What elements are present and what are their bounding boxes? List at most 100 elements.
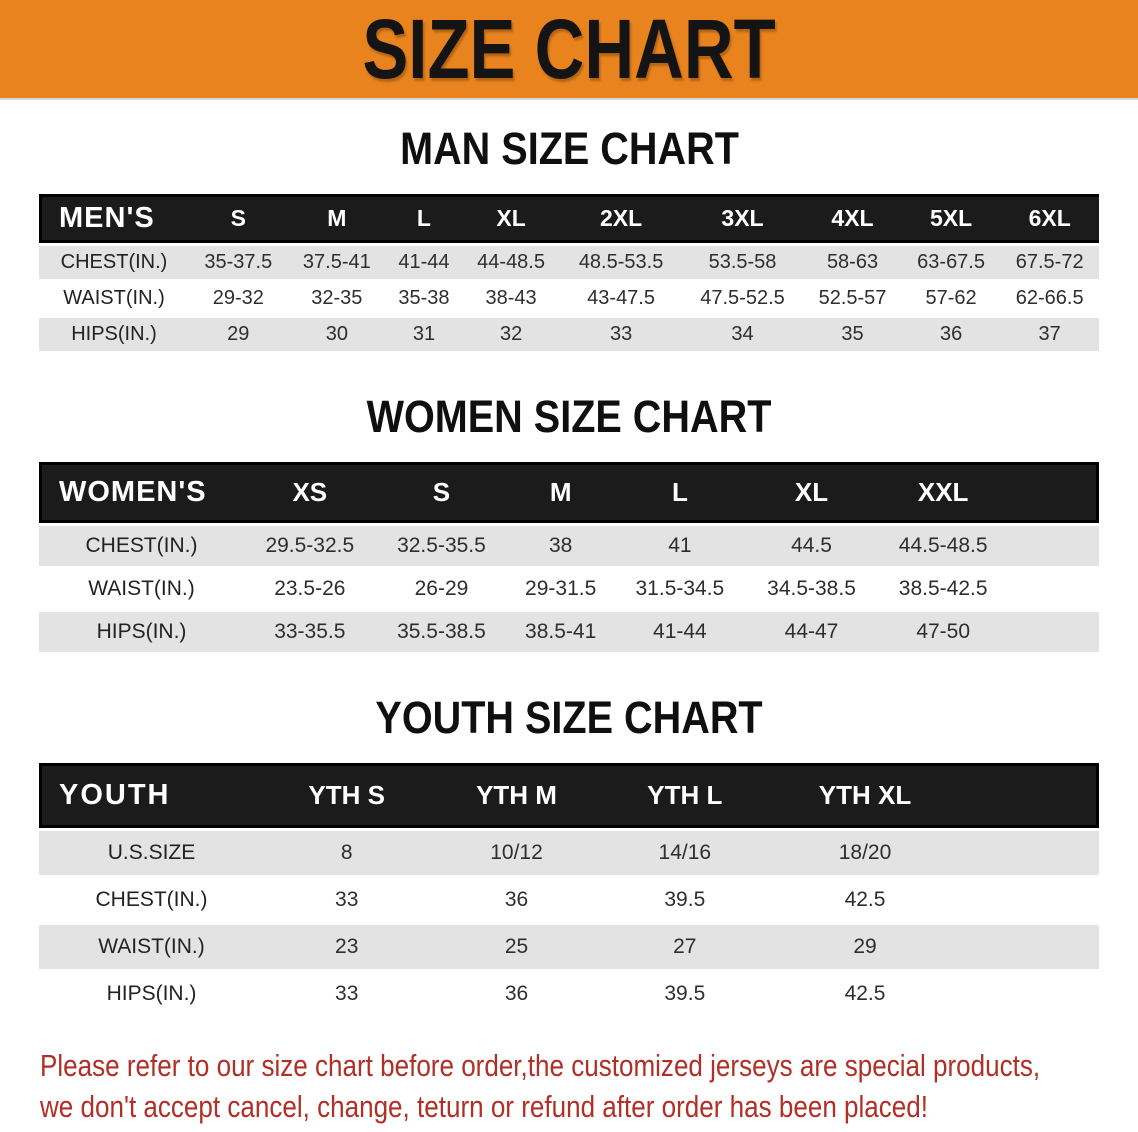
size-table-youth: YOUTH YTH S YTH M YTH L YTH XL U.S.SIZE 8 10/12… bbox=[39, 760, 1099, 1019]
measurement-cell: 67.5-72 bbox=[1000, 246, 1099, 279]
measurement-cell: 41 bbox=[614, 526, 746, 566]
measurement-cell: 36 bbox=[429, 972, 604, 1016]
measurement-cell: 44-47 bbox=[745, 612, 878, 652]
size-table-men: MEN'S S M L XL 2XL 3XL 4XL 5XL 6XL CHEST(IN.) 35-37… bbox=[39, 191, 1099, 354]
header-spacer-cell bbox=[964, 763, 1099, 828]
size-header-cell: YTH M bbox=[429, 763, 604, 828]
size-header-cell: 4XL bbox=[803, 194, 902, 243]
row-label: CHEST(IN.) bbox=[39, 526, 244, 566]
measurement-cell: 47.5-52.5 bbox=[681, 282, 804, 315]
measurement-cell: 57-62 bbox=[901, 282, 1001, 315]
table-row: WAIST(IN.) 29-32 32-35 35-38 38-43 43-47.5 47.… bbox=[39, 282, 1099, 315]
size-header-cell: XS bbox=[244, 462, 376, 523]
measurement-cell: 36 bbox=[901, 318, 1001, 351]
youth-chart-heading-text: YOUTH SIZE CHART bbox=[375, 692, 763, 743]
row-label: CHEST(IN.) bbox=[39, 246, 189, 279]
table-row: WAIST(IN.) 23 25 27 29 bbox=[39, 925, 1099, 969]
women-chart-heading: WOMEN SIZE CHART bbox=[0, 394, 1138, 439]
table-row: CHEST(IN.) 33 36 39.5 42.5 bbox=[39, 878, 1099, 922]
disclaimer-line-1: Please refer to our size chart before or… bbox=[40, 1048, 1041, 1083]
women-size-chart-section: WOMEN SIZE CHART WOMEN'S XS S M L XL XXL CHEST(I… bbox=[0, 394, 1138, 655]
measurement-cell: 33 bbox=[264, 972, 430, 1016]
measurement-cell: 32.5-35.5 bbox=[375, 526, 508, 566]
measurement-cell: 38-43 bbox=[461, 282, 561, 315]
measurement-cell: 43-47.5 bbox=[560, 282, 682, 315]
table-row: U.S.SIZE 8 10/12 14/16 18/20 bbox=[39, 831, 1099, 875]
measurement-cell: 33 bbox=[560, 318, 682, 351]
measurement-cell: 31 bbox=[386, 318, 462, 351]
size-header-cell: L bbox=[614, 462, 746, 523]
row-spacer-cell bbox=[964, 925, 1099, 969]
size-header-cell: 5XL bbox=[901, 194, 1001, 243]
measurement-cell: 44-48.5 bbox=[461, 246, 561, 279]
size-header-cell: 3XL bbox=[681, 194, 804, 243]
size-header-cell: 6XL bbox=[1000, 194, 1099, 243]
measurement-cell: 25 bbox=[429, 925, 604, 969]
measurement-cell: 32-35 bbox=[287, 282, 387, 315]
disclaimer: Please refer to our size chart before or… bbox=[40, 1045, 1138, 1127]
size-header-cell: YTH S bbox=[264, 763, 430, 828]
men-header-row: MEN'S S M L XL 2XL 3XL 4XL 5XL 6XL bbox=[39, 194, 1099, 243]
measurement-cell: 29 bbox=[189, 318, 288, 351]
row-label: WAIST(IN.) bbox=[39, 925, 264, 969]
measurement-cell: 23.5-26 bbox=[244, 569, 376, 609]
women-table-head: WOMEN'S XS S M L XL XXL bbox=[39, 462, 1099, 523]
measurement-cell: 48.5-53.5 bbox=[560, 246, 682, 279]
measurement-cell: 47-50 bbox=[877, 612, 1009, 652]
youth-header-row: YOUTH YTH S YTH M YTH L YTH XL bbox=[39, 763, 1099, 828]
measurement-cell: 31.5-34.5 bbox=[614, 569, 746, 609]
youth-chart-heading: YOUTH SIZE CHART bbox=[0, 695, 1138, 740]
row-spacer-cell bbox=[964, 831, 1099, 875]
table-row: CHEST(IN.) 29.5-32.5 32.5-35.5 38 41 44.5 44.5… bbox=[39, 526, 1099, 566]
women-chart-heading-text: WOMEN SIZE CHART bbox=[366, 391, 772, 442]
measurement-cell: 34 bbox=[681, 318, 804, 351]
measurement-cell: 44.5-48.5 bbox=[877, 526, 1009, 566]
table-row: WAIST(IN.) 23.5-26 26-29 29-31.5 31.5-34.5 34… bbox=[39, 569, 1099, 609]
size-chart-banner: SIZE CHART bbox=[0, 0, 1138, 100]
size-header-cell: M bbox=[287, 194, 387, 243]
disclaimer-line-2: we don't accept cancel, change, teturn o… bbox=[40, 1089, 929, 1124]
measurement-cell: 37 bbox=[1000, 318, 1099, 351]
measurement-cell: 29.5-32.5 bbox=[244, 526, 376, 566]
row-label: CHEST(IN.) bbox=[39, 878, 264, 922]
row-spacer-cell bbox=[1009, 526, 1099, 566]
measurement-cell: 35.5-38.5 bbox=[375, 612, 508, 652]
measurement-cell: 41-44 bbox=[614, 612, 746, 652]
page-title: SIZE CHART bbox=[362, 2, 776, 96]
row-spacer-cell bbox=[1009, 569, 1099, 609]
row-label: HIPS(IN.) bbox=[39, 612, 244, 652]
youth-table-head: YOUTH YTH S YTH M YTH L YTH XL bbox=[39, 763, 1099, 828]
size-header-cell: XL bbox=[461, 194, 561, 243]
table-row: CHEST(IN.) 35-37.5 37.5-41 41-44 44-48.5 48.5… bbox=[39, 246, 1099, 279]
men-table-body: CHEST(IN.) 35-37.5 37.5-41 41-44 44-48.5 48.5… bbox=[39, 246, 1099, 351]
measurement-cell: 36 bbox=[429, 878, 604, 922]
measurement-cell: 53.5-58 bbox=[681, 246, 804, 279]
women-group-label: WOMEN'S bbox=[39, 462, 244, 523]
size-header-cell: S bbox=[375, 462, 508, 523]
measurement-cell: 44.5 bbox=[745, 526, 878, 566]
measurement-cell: 18/20 bbox=[766, 831, 964, 875]
measurement-cell: 38 bbox=[507, 526, 615, 566]
measurement-cell: 14/16 bbox=[603, 831, 766, 875]
row-spacer-cell bbox=[964, 972, 1099, 1016]
men-table-head: MEN'S S M L XL 2XL 3XL 4XL 5XL 6XL bbox=[39, 194, 1099, 243]
measurement-cell: 23 bbox=[264, 925, 430, 969]
men-chart-heading-text: MAN SIZE CHART bbox=[399, 123, 739, 174]
size-header-cell: XXL bbox=[877, 462, 1009, 523]
measurement-cell: 63-67.5 bbox=[901, 246, 1001, 279]
measurement-cell: 39.5 bbox=[603, 972, 766, 1016]
men-chart-heading: MAN SIZE CHART bbox=[0, 126, 1138, 171]
row-label: HIPS(IN.) bbox=[39, 972, 264, 1016]
row-spacer-cell bbox=[964, 878, 1099, 922]
measurement-cell: 29 bbox=[766, 925, 964, 969]
measurement-cell: 29-32 bbox=[189, 282, 288, 315]
size-charts-container: MAN SIZE CHART MEN'S S M L XL 2XL 3XL 4XL 5XL 6XL C… bbox=[0, 126, 1138, 1019]
women-table-body: CHEST(IN.) 29.5-32.5 32.5-35.5 38 41 44.5 44.5… bbox=[39, 526, 1099, 652]
row-label: WAIST(IN.) bbox=[39, 569, 244, 609]
measurement-cell: 52.5-57 bbox=[803, 282, 902, 315]
measurement-cell: 58-63 bbox=[803, 246, 902, 279]
youth-size-chart-section: YOUTH SIZE CHART YOUTH YTH S YTH M YTH L YTH … bbox=[0, 695, 1138, 1019]
measurement-cell: 42.5 bbox=[766, 972, 964, 1016]
measurement-cell: 26-29 bbox=[375, 569, 508, 609]
measurement-cell: 62-66.5 bbox=[1000, 282, 1099, 315]
